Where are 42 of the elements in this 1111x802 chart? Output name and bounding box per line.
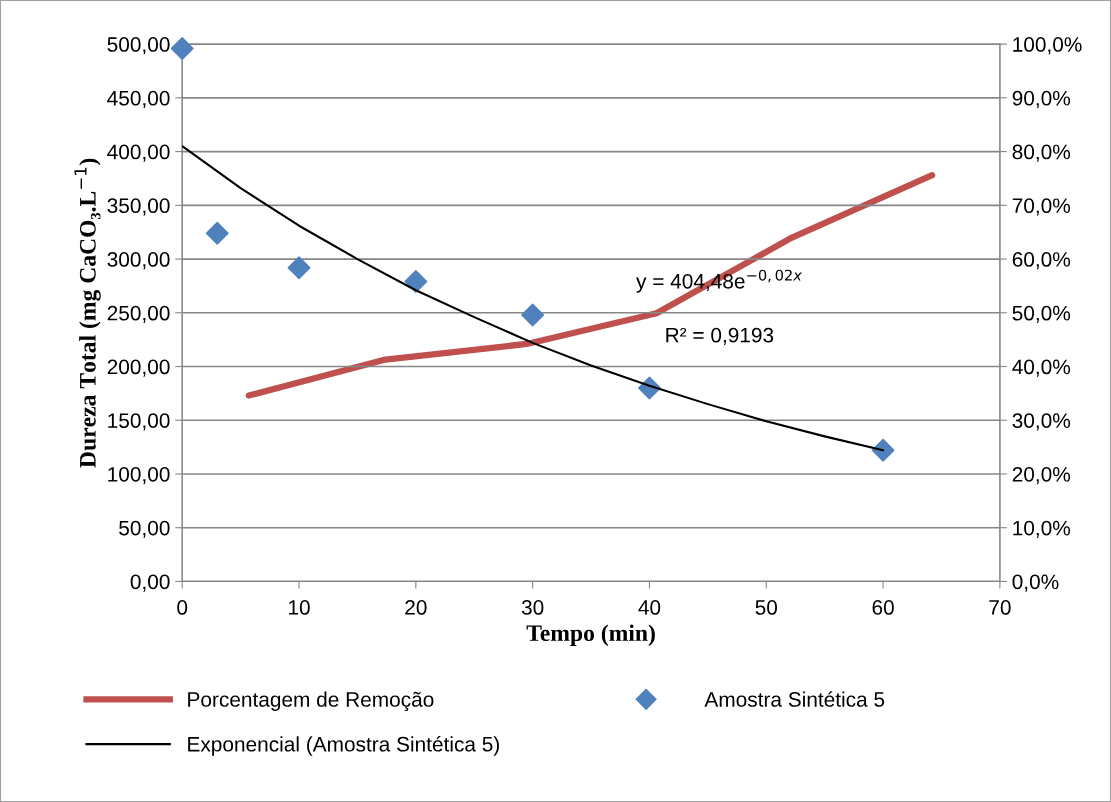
y2-tick-label: 20,0% [1012, 466, 1071, 485]
y-tick-label: 100,00 [108, 466, 170, 485]
y-tick-label: 0,00 [130, 574, 170, 592]
point [871, 438, 895, 462]
y-tick-label: 500,00 [107, 37, 170, 55]
y2-tick-label: 10,0% [1013, 520, 1071, 538]
x-tick-label: 70 [989, 600, 1011, 615]
x-tick-label: 0 [177, 600, 188, 615]
x-tick-label: 20 [405, 600, 427, 615]
point [205, 221, 229, 245]
y-tick-label: 400,00 [107, 144, 170, 162]
point [170, 36, 194, 60]
legend-label: Amostra Sintética 5 [704, 691, 885, 707]
y2-tick-label: 30,0% [1012, 413, 1071, 431]
y-tick-label: 50,00 [119, 520, 170, 538]
y-tick-label: 250,00 [107, 305, 170, 323]
legend-label: Exponencial (Amostra Sintética 5) [188, 736, 499, 756]
x-tick-label: 40 [638, 600, 661, 615]
y2-tick-label: 80,0% [1012, 144, 1071, 162]
legend-label: Porcentagem de Remoção [188, 691, 434, 712]
y2-tick-label: 40,0% [1012, 359, 1071, 377]
y2-tick-label: 50,0% [1012, 305, 1071, 323]
x-tick-label: 50 [755, 600, 778, 615]
x-tick-label: 60 [872, 600, 894, 615]
point [287, 256, 311, 280]
point [521, 303, 545, 327]
y-tick-label: 450,00 [107, 90, 170, 109]
y2-tick-label: 0,0% [1012, 574, 1059, 592]
x-axis-title: Tempo (min) [526, 624, 655, 646]
y-tick-label: 350,00 [107, 198, 170, 216]
y-axis-title: Dureza Total (mg CaCO₃.L$^{−1}$) [74, 158, 101, 468]
y2-tick-label: 90,0% [1012, 90, 1071, 109]
y2-tick-label: 100,0% [1013, 37, 1082, 55]
annotation: R² = 0,9193 [666, 327, 774, 345]
y2-tick-label: 60,0% [1012, 252, 1071, 270]
y-tick-label: 300,00 [107, 252, 170, 270]
y-tick-label: 150,00 [108, 413, 170, 431]
point [404, 270, 428, 294]
x-tick-label: 30 [521, 600, 544, 615]
x-tick-label: 10 [289, 600, 310, 615]
y-tick-label: 200,00 [107, 359, 170, 377]
y2-tick-label: 70,0% [1012, 198, 1071, 216]
